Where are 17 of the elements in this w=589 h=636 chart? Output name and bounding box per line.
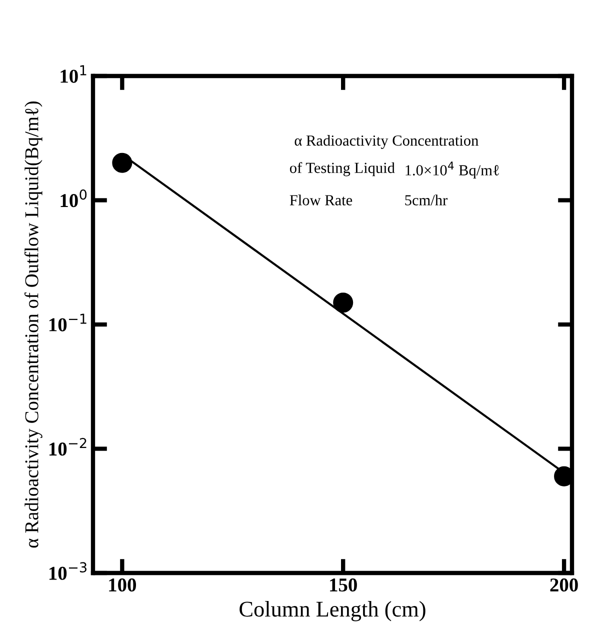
y-tick-label: 10$^{0}$ (60, 189, 87, 208)
point (333, 292, 354, 313)
annotation: 5cm/hr (405, 194, 448, 206)
point (112, 152, 132, 173)
annotation: α Radioactivity Concentration (294, 134, 478, 149)
y-axis-title: α Radioactivity Concentration of Outflow Liquid(Bq/mℓ) (24, 101, 42, 548)
y-tick-label: 10$^{−3}$ (49, 562, 86, 580)
x-axis-title: Column Length (cm) (240, 601, 426, 622)
x-tick-label: 100 (109, 578, 136, 592)
y-tick-label: 10$^{−1}$ (49, 314, 86, 332)
y-tick-label: 10$^{−2}$ (49, 438, 86, 456)
y-tick-label: 10$^{1}$ (60, 65, 86, 83)
x-tick-label: 150 (330, 578, 357, 592)
annotation: of Testing Liquid (290, 162, 395, 176)
annotation: Flow Rate (290, 194, 352, 206)
x-tick-label: 200 (550, 578, 578, 592)
annotation: 1.0×10$^{4}$ Bq/mℓ (406, 162, 499, 179)
